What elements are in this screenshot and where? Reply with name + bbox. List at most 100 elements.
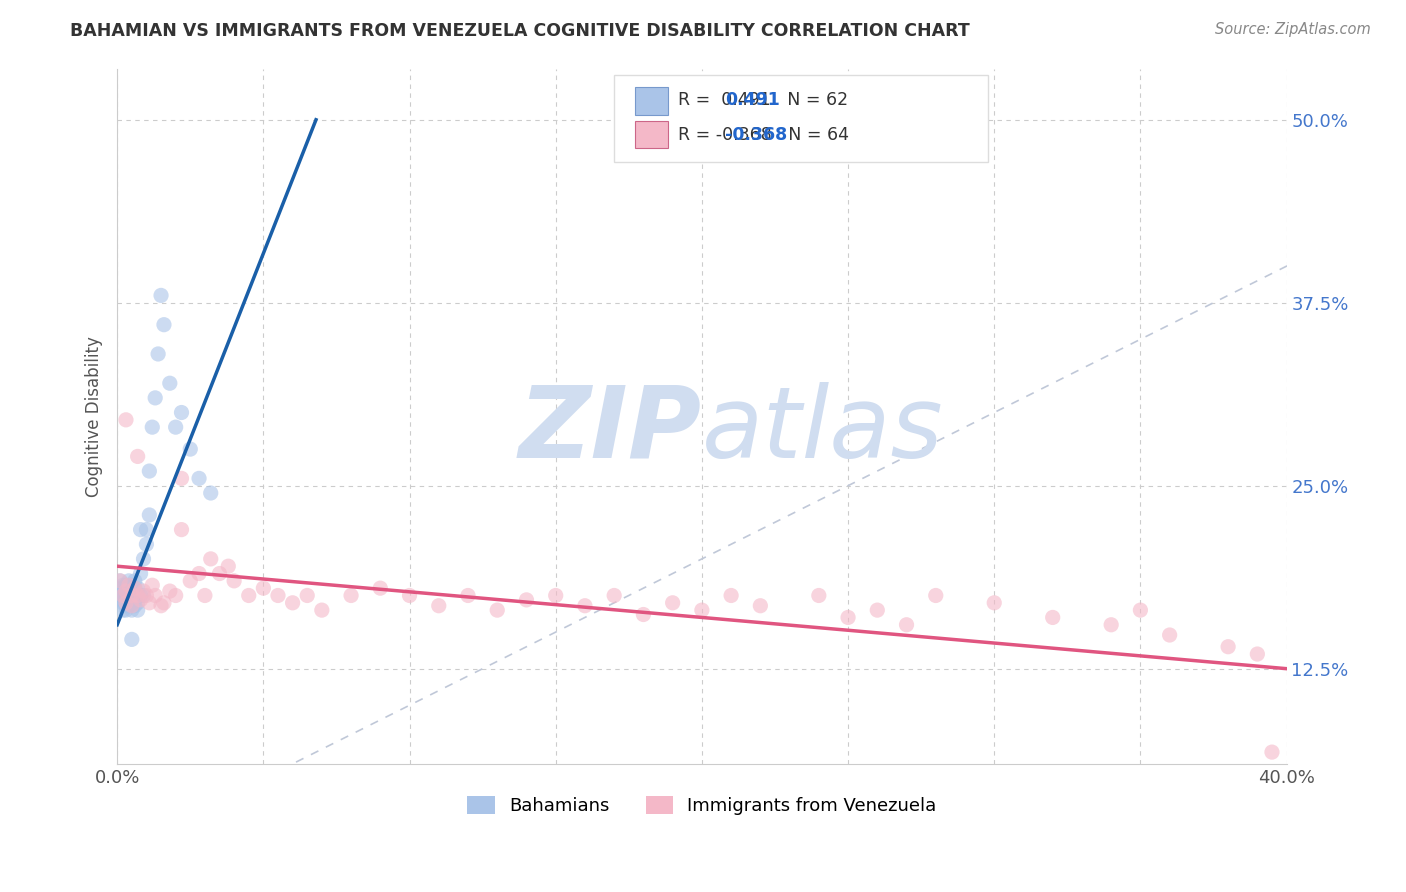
Point	[127, 589, 149, 603]
Point	[138, 508, 160, 522]
Text: R = -0.368   N = 64: R = -0.368 N = 64	[679, 126, 849, 144]
Point	[398, 589, 420, 603]
Point	[129, 593, 152, 607]
Point	[368, 581, 391, 595]
Point	[837, 610, 859, 624]
Point	[159, 376, 181, 391]
Point	[200, 486, 222, 500]
Point	[983, 596, 1005, 610]
Point	[633, 607, 655, 622]
Point	[194, 589, 217, 603]
Point	[1159, 628, 1181, 642]
Point	[179, 574, 201, 588]
Point	[208, 566, 231, 581]
Point	[515, 593, 537, 607]
Point	[1042, 610, 1064, 624]
Point	[150, 599, 173, 613]
Point	[281, 596, 304, 610]
Point	[112, 589, 135, 603]
Text: atlas: atlas	[702, 382, 943, 479]
Point	[138, 464, 160, 478]
Point	[866, 603, 889, 617]
Point	[896, 617, 918, 632]
Point	[252, 581, 274, 595]
Point	[661, 596, 683, 610]
Point	[146, 347, 169, 361]
Point	[150, 288, 173, 302]
Point	[1216, 640, 1239, 654]
Point	[153, 596, 176, 610]
Point	[544, 589, 567, 603]
Point	[108, 581, 131, 595]
Point	[238, 589, 260, 603]
Point	[115, 603, 138, 617]
Point	[118, 584, 141, 599]
Point	[574, 599, 596, 613]
Point	[127, 603, 149, 617]
Point	[112, 603, 135, 617]
Point	[340, 589, 363, 603]
Point	[311, 603, 333, 617]
Point	[135, 537, 157, 551]
Point	[118, 578, 141, 592]
Point	[129, 523, 152, 537]
Point	[108, 593, 131, 607]
Point	[159, 584, 181, 599]
Text: R =  0.491   N = 62: R = 0.491 N = 62	[679, 91, 849, 109]
Point	[118, 581, 141, 595]
Point	[108, 574, 131, 588]
Point	[132, 589, 155, 603]
Point	[115, 413, 138, 427]
Point	[127, 589, 149, 603]
Text: -0.368: -0.368	[725, 126, 787, 144]
Point	[118, 589, 141, 603]
Point	[132, 552, 155, 566]
Point	[127, 596, 149, 610]
Point	[124, 574, 146, 588]
Text: ZIP: ZIP	[519, 382, 702, 479]
Point	[141, 578, 163, 592]
Point	[115, 581, 138, 595]
Text: Source: ZipAtlas.com: Source: ZipAtlas.com	[1215, 22, 1371, 37]
Point	[603, 589, 626, 603]
Point	[188, 566, 211, 581]
Point	[127, 450, 149, 464]
Point	[165, 420, 187, 434]
Point	[486, 603, 509, 617]
Y-axis label: Cognitive Disability: Cognitive Disability	[86, 335, 103, 497]
Point	[1129, 603, 1152, 617]
Point	[170, 405, 193, 419]
Point	[200, 552, 222, 566]
Text: BAHAMIAN VS IMMIGRANTS FROM VENEZUELA COGNITIVE DISABILITY CORRELATION CHART: BAHAMIAN VS IMMIGRANTS FROM VENEZUELA CO…	[70, 22, 970, 40]
Point	[135, 523, 157, 537]
Point	[121, 599, 143, 613]
Point	[224, 574, 246, 588]
Point	[121, 596, 143, 610]
Point	[124, 581, 146, 595]
Point	[121, 632, 143, 647]
Point	[108, 574, 131, 588]
Point	[690, 603, 713, 617]
Point	[170, 523, 193, 537]
Point	[143, 589, 166, 603]
Point	[112, 581, 135, 595]
Point	[129, 589, 152, 603]
Point	[115, 589, 138, 603]
Point	[112, 596, 135, 610]
Point	[112, 578, 135, 592]
Point	[297, 589, 319, 603]
Point	[1099, 617, 1122, 632]
Point	[132, 584, 155, 599]
Point	[170, 471, 193, 485]
Point	[115, 596, 138, 610]
Point	[118, 593, 141, 607]
Point	[143, 391, 166, 405]
Point	[115, 578, 138, 592]
Point	[1246, 647, 1268, 661]
Point	[124, 589, 146, 603]
Point	[112, 584, 135, 599]
FancyBboxPatch shape	[614, 76, 988, 162]
Point	[115, 593, 138, 607]
Point	[121, 584, 143, 599]
Point	[115, 596, 138, 610]
